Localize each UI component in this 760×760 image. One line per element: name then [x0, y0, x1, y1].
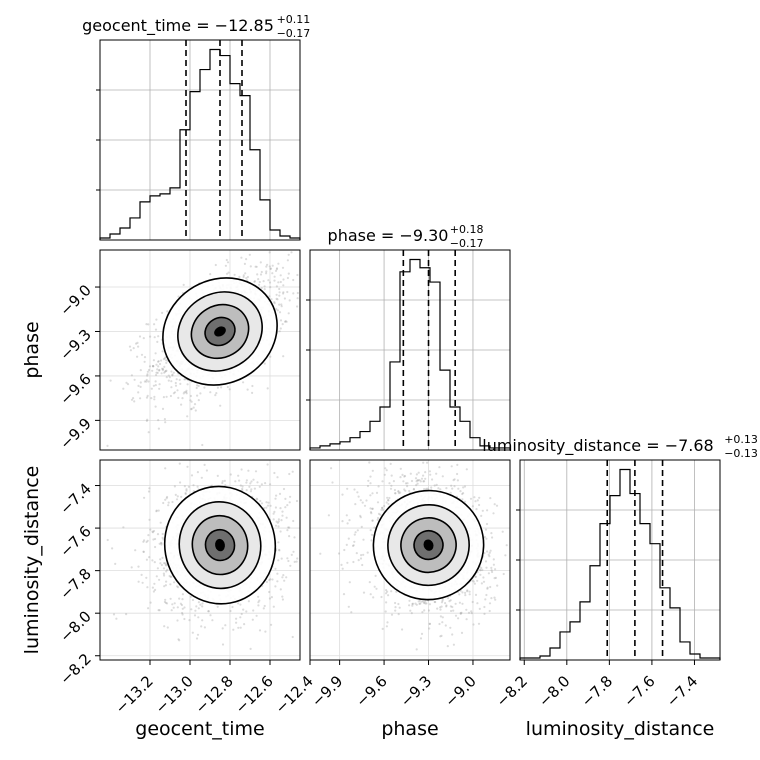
contour-level	[423, 539, 434, 551]
axes-frame	[309, 459, 511, 661]
contour-level	[214, 326, 226, 337]
title-err-minus: −0.13	[724, 447, 758, 460]
histogram-luminosity_distance	[519, 468, 721, 660]
title-err-plus: +0.11	[277, 13, 311, 26]
title-err-minus: −0.17	[450, 237, 484, 250]
hist-panel-phase	[306, 249, 511, 451]
panel-title-luminosity_distance: luminosity_distance = −7.68	[482, 436, 713, 456]
hist-panel-luminosity_distance	[516, 459, 721, 661]
axes-frame	[99, 249, 301, 451]
y-axis-label-luminosity-distance: luminosity_distance	[21, 466, 43, 655]
hist-panel-geocent_time	[96, 39, 301, 241]
axes-frame	[309, 249, 511, 451]
scatter-panel-phase-luminosity_distance	[309, 459, 511, 661]
y-axis-label-phase: phase	[21, 321, 43, 378]
histogram-phase	[309, 258, 511, 450]
x-axis-label-luminosity-distance: luminosity_distance	[526, 718, 715, 740]
x-axis-label-phase: phase	[381, 718, 438, 740]
contour-level	[215, 538, 225, 552]
histogram-geocent_time	[99, 48, 301, 240]
axes-frame	[519, 459, 721, 661]
x-axis-label-geocent-time: geocent_time	[135, 718, 264, 740]
axes-frame	[99, 459, 301, 661]
title-err-plus: +0.13	[724, 433, 758, 446]
panel-title-geocent_time: geocent_time = −12.85	[82, 16, 274, 36]
panel-title-phase: phase = −9.30	[328, 226, 449, 245]
scatter-panel-geocent_time-luminosity_distance	[99, 459, 301, 661]
title-err-plus: +0.18	[450, 223, 484, 236]
axes-frame	[99, 39, 301, 241]
scatter-panel-geocent_time-phase	[99, 249, 301, 451]
title-err-minus: −0.17	[277, 27, 311, 40]
